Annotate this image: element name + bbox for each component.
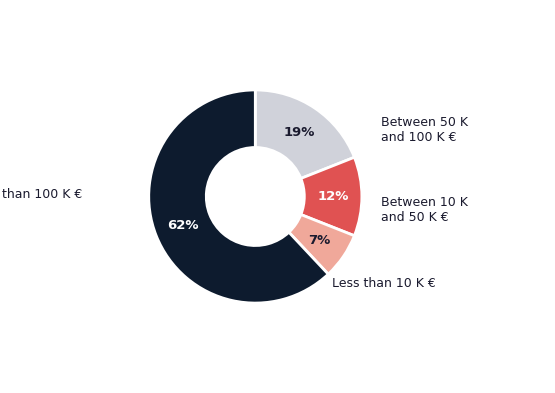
Wedge shape bbox=[301, 157, 362, 236]
Text: 62%: 62% bbox=[167, 219, 199, 231]
Wedge shape bbox=[255, 90, 355, 178]
Text: Between 50 K
and 100 K €: Between 50 K and 100 K € bbox=[381, 116, 468, 145]
Wedge shape bbox=[149, 90, 328, 303]
Wedge shape bbox=[289, 215, 355, 274]
Text: 7%: 7% bbox=[309, 234, 331, 247]
Text: More than 100 K €: More than 100 K € bbox=[0, 188, 83, 201]
Text: Less than 10 K €: Less than 10 K € bbox=[332, 277, 436, 290]
Text: Between 10 K
and 50 K €: Between 10 K and 50 K € bbox=[381, 196, 468, 224]
Text: 19%: 19% bbox=[284, 126, 315, 139]
Text: 12%: 12% bbox=[317, 190, 349, 203]
